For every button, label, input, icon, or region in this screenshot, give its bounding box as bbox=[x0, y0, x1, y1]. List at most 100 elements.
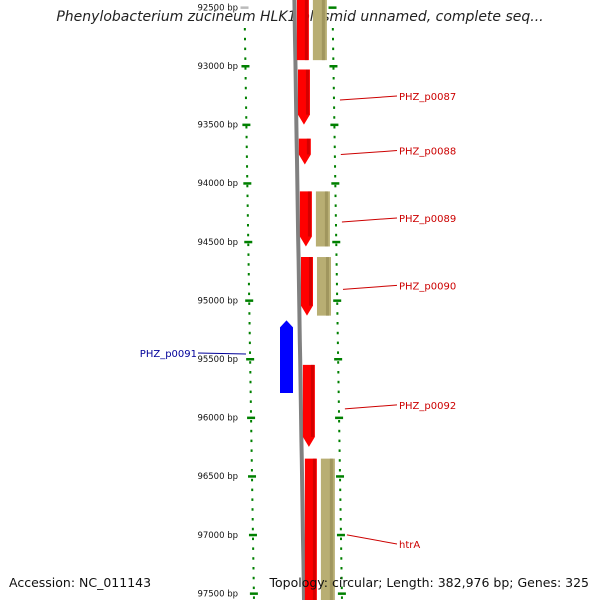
scale-tick-label: 97500 bp bbox=[197, 589, 238, 599]
left-dotted-band-dot bbox=[249, 400, 252, 403]
right-dotted-band-dot bbox=[335, 263, 338, 266]
right-dotted-band-dot bbox=[334, 224, 337, 227]
right-dotted-band-dot bbox=[340, 586, 343, 590]
left-dotted-band-dot bbox=[247, 273, 250, 276]
right-dotted-band-dot bbox=[337, 361, 340, 364]
right-dotted-band-dot bbox=[339, 518, 342, 521]
left-dotted-band-dot bbox=[244, 96, 247, 100]
left-dotted-band-dot bbox=[249, 371, 252, 374]
right-dotted-band-dot bbox=[332, 86, 335, 90]
right-dotted-band-dot bbox=[340, 567, 343, 570]
left-dotted-band-dot bbox=[252, 596, 255, 599]
left-dotted-band-dot bbox=[251, 488, 254, 492]
scale-tick-right bbox=[336, 533, 345, 537]
left-dotted-band-dot bbox=[246, 175, 249, 178]
scale-tick-left bbox=[249, 592, 258, 595]
scale-tick-label: 95000 bp bbox=[197, 296, 238, 306]
left-dotted-band-dot bbox=[249, 410, 252, 413]
right-dotted-band-dot bbox=[332, 96, 335, 100]
scale-tick-label: 97000 bp bbox=[197, 531, 238, 541]
left-dotted-band-dot bbox=[244, 67, 247, 70]
gene-arrow-shade bbox=[310, 364, 314, 437]
left-dotted-band-dot bbox=[252, 537, 255, 541]
scale-tick-right bbox=[333, 299, 342, 302]
left-dotted-band-dot bbox=[245, 126, 248, 129]
left-dotted-band-dot bbox=[245, 145, 248, 149]
right-dotted-band-dot bbox=[333, 106, 336, 109]
gene-arrow-shade bbox=[304, 0, 308, 61]
left-dotted-band-dot bbox=[249, 380, 252, 384]
scale-tick-left bbox=[245, 299, 254, 302]
scale-tick-label: 94000 bp bbox=[197, 179, 238, 189]
scale-tick-label: 93000 bp bbox=[197, 62, 238, 72]
scale-tick-left bbox=[242, 123, 251, 127]
gene-arrow-shade bbox=[307, 191, 311, 237]
left-dotted-band-dot bbox=[245, 106, 248, 109]
right-dotted-band-dot bbox=[334, 175, 337, 178]
right-dotted-band-dot bbox=[337, 371, 340, 374]
right-dotted-band-dot bbox=[335, 282, 338, 286]
right-dotted-band-dot bbox=[339, 488, 342, 492]
right-dotted-band-dot bbox=[337, 400, 340, 403]
right-dotted-band-dot bbox=[340, 576, 343, 580]
right-dotted-band-dot bbox=[333, 155, 336, 158]
right-dotted-band-dot bbox=[338, 469, 341, 472]
left-dotted-band-dot bbox=[250, 449, 253, 452]
scale-tick-right bbox=[336, 475, 345, 478]
right-dotted-band-dot bbox=[337, 380, 340, 384]
left-dotted-band-dot bbox=[249, 390, 252, 394]
left-dotted-band-dot bbox=[248, 302, 251, 305]
gene-label: htrA bbox=[399, 540, 420, 551]
right-dotted-band-dot bbox=[340, 547, 343, 550]
scale-tick-left bbox=[241, 65, 250, 68]
right-dotted-band-dot bbox=[340, 557, 343, 560]
right-dotted-band-dot bbox=[337, 351, 340, 354]
left-dotted-band-dot bbox=[243, 28, 246, 31]
left-dotted-band-dot bbox=[250, 459, 253, 462]
right-dotted-band-dot bbox=[332, 57, 335, 60]
right-dotted-band-dot bbox=[336, 292, 339, 296]
left-dotted-band-dot bbox=[250, 439, 253, 443]
right-dotted-band-dot bbox=[338, 449, 341, 452]
right-dotted-band-dot bbox=[336, 302, 339, 305]
scale-tick-right bbox=[335, 416, 344, 420]
right-dotted-band-dot bbox=[336, 322, 339, 325]
backbone-line bbox=[292, 0, 306, 600]
left-dotted-band-dot bbox=[246, 224, 249, 227]
scale-tick-label: 96000 bp bbox=[197, 414, 238, 424]
backbone-layer bbox=[292, 0, 306, 600]
scale-tick-right bbox=[330, 123, 339, 127]
accession-text: Accession: NC_011143 bbox=[9, 575, 152, 590]
right-dotted-band-dot bbox=[337, 410, 340, 413]
right-dotted-band-dot bbox=[336, 341, 339, 345]
left-dotted-band-dot bbox=[248, 312, 251, 315]
scale-tick-right bbox=[334, 358, 343, 361]
left-dotted-band-dot bbox=[248, 331, 251, 335]
right-dotted-band-dot bbox=[339, 478, 342, 482]
left-dotted-band-dot bbox=[245, 155, 248, 158]
left-dotted-band-dot bbox=[249, 361, 252, 364]
left-dotted-band-dot bbox=[248, 341, 251, 345]
gene-label-leader bbox=[197, 352, 247, 355]
right-dotted-band-dot bbox=[340, 537, 343, 541]
right-dotted-band-dot bbox=[336, 331, 339, 335]
left-dotted-band-dot bbox=[252, 557, 255, 560]
left-dotted-band-dot bbox=[251, 508, 254, 511]
left-dotted-band-dot bbox=[246, 194, 249, 198]
right-dotted-band-dot bbox=[333, 116, 336, 119]
ticks-layer: 92500 bp 93000 bp 93500 bp 94000 bp 94500 bp… bbox=[197, 3, 346, 599]
right-dotted-band-dot bbox=[332, 37, 335, 41]
gene-label: PHZ_p0089 bbox=[399, 214, 456, 225]
left-dotted-band-dot bbox=[250, 469, 253, 472]
left-dotted-band-dot bbox=[247, 263, 250, 266]
scale-tick-label: 96500 bp bbox=[197, 472, 238, 482]
gene-label: PHZ_p0091 bbox=[140, 349, 197, 360]
scale-tick-right bbox=[337, 592, 346, 595]
gene-label: PHZ_p0090 bbox=[399, 281, 456, 292]
left-dotted-band-dot bbox=[244, 47, 247, 51]
scale-tick-left bbox=[243, 182, 252, 185]
left-dotted-band-dot bbox=[251, 518, 254, 521]
right-dotted-band-dot bbox=[334, 184, 337, 188]
gene-label-leader bbox=[341, 217, 398, 223]
